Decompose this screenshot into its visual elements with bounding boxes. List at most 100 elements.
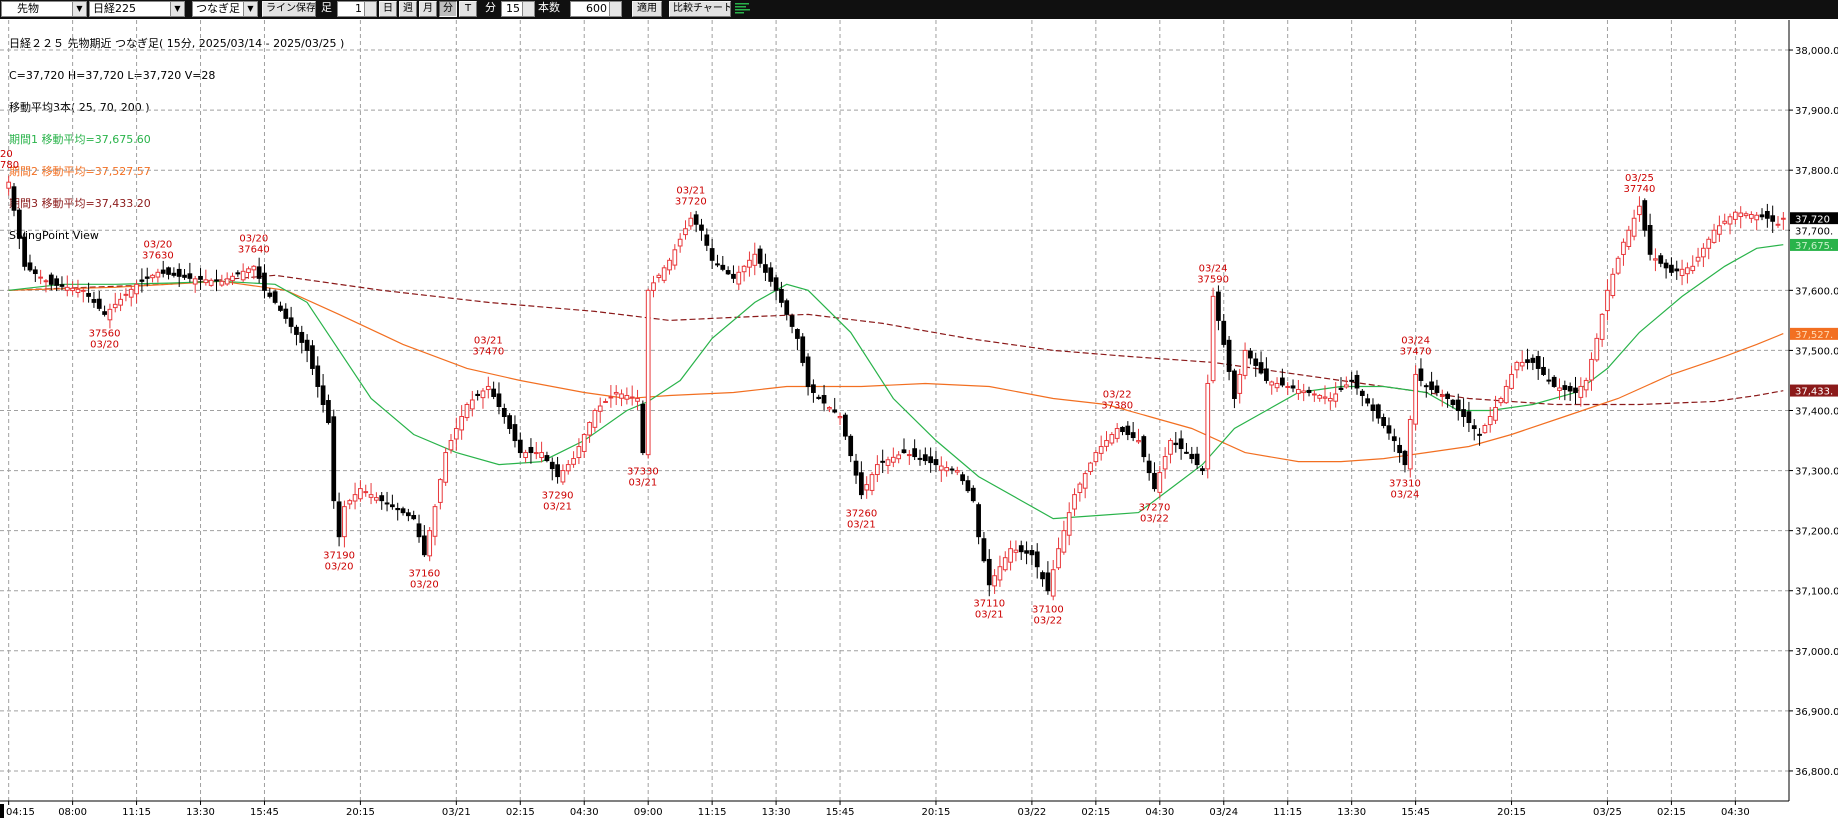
candle-body (752, 253, 758, 266)
candle-body (874, 464, 880, 476)
candle-body (1125, 425, 1131, 436)
candle-body (1407, 419, 1413, 470)
chevron-down-icon: ▼ (243, 2, 257, 16)
swing-point-label-high: 37470 (472, 346, 504, 357)
candle-body (1621, 241, 1626, 255)
price-tag-bg (1790, 212, 1838, 225)
period-input[interactable]: 1 (337, 1, 377, 17)
candle-body (1471, 425, 1477, 430)
candle-body (1056, 548, 1061, 569)
candle-body (1306, 389, 1312, 393)
tick-button[interactable]: T (459, 1, 477, 17)
candle-body (1397, 444, 1402, 454)
candle-body (576, 446, 582, 459)
week-button[interactable]: 週 (399, 1, 417, 17)
candle-body (459, 416, 465, 431)
candle-body (779, 288, 784, 303)
candle-body (1637, 205, 1642, 216)
x-tick-label: 02:15 (1657, 807, 1686, 818)
candle-body (1647, 225, 1653, 255)
candle-body (1503, 385, 1509, 404)
x-tick-label: 15:45 (250, 807, 279, 818)
candle-body (1237, 373, 1243, 394)
candle-body (656, 274, 662, 279)
minute-input[interactable]: 15 (501, 1, 535, 17)
minute-button[interactable]: 分 (439, 1, 457, 17)
candle-body (736, 271, 742, 285)
swing-point-label-low: 03/21 (543, 502, 572, 513)
candle-body (784, 300, 790, 315)
bars-input[interactable]: 600 (570, 1, 622, 17)
candle-body (1002, 557, 1008, 571)
candle-body (379, 495, 385, 502)
day-button[interactable]: 日 (379, 1, 397, 17)
candle-body (437, 479, 443, 503)
x-tick-label: 11:15 (698, 807, 727, 818)
candle-body (1216, 291, 1221, 321)
x-tick-label: 04:30 (1721, 807, 1750, 818)
x-tick-label: 08:00 (58, 807, 87, 818)
candle-body (1136, 440, 1141, 443)
candle-body (965, 480, 971, 492)
candle-body (1573, 387, 1578, 393)
candle-body (1498, 397, 1504, 404)
candle-body (416, 523, 422, 538)
compare-chart-button[interactable]: 比較チャート (669, 1, 731, 17)
x-tick-label: 11:15 (1273, 807, 1302, 818)
swing-point-label-high: 37470 (1400, 346, 1432, 357)
swing-point-label-low: 03/22 (1140, 514, 1169, 525)
candle-body (48, 274, 54, 285)
candle-body (827, 406, 832, 410)
candle-body (1274, 382, 1280, 389)
candle-body (1535, 356, 1541, 369)
x-tick-label: 02:15 (506, 807, 535, 818)
save-line-button[interactable]: ライン保存 (262, 1, 316, 17)
candle-body (198, 275, 203, 280)
candle-body (725, 270, 731, 275)
y-tick-label: 37,200.0 (1795, 527, 1838, 538)
period-input-value: 1 (355, 2, 362, 15)
swing-point-label-high: 03/20 (239, 233, 268, 244)
candle-body (741, 265, 747, 273)
candle-body (1189, 453, 1195, 460)
candle-body (560, 470, 566, 483)
candle-body (731, 273, 736, 279)
candle-body (384, 502, 390, 505)
candle-body (709, 248, 715, 261)
apply-button[interactable]: 適用 (632, 1, 662, 17)
swing-point-label-low: 03/21 (628, 478, 657, 489)
candle-body (917, 457, 923, 460)
candle-body (1253, 358, 1259, 366)
chart-type-select[interactable]: つなぎ足 ▼ (192, 1, 258, 17)
candle-body (123, 293, 129, 296)
month-button[interactable]: 月 (419, 1, 437, 17)
candle-body (1370, 404, 1376, 411)
candle-body (262, 272, 267, 291)
candle-body (75, 288, 81, 294)
swing-point-label-low: 37270 (1139, 503, 1171, 514)
symbol-select[interactable]: 日経225 ▼ (89, 1, 185, 17)
candle-body (677, 238, 683, 247)
candle-body (885, 459, 891, 466)
candle-body (480, 390, 486, 399)
y-tick-label: 36,900.0 (1795, 707, 1838, 718)
y-tick-label: 36,800.0 (1795, 767, 1838, 778)
candle-body (517, 439, 523, 454)
candle-body (160, 269, 166, 274)
candle-body (1717, 225, 1722, 235)
x-tick-label: 03/22 (1017, 807, 1046, 818)
candle-body (485, 385, 491, 391)
candle-body (278, 305, 283, 311)
market-select[interactable]: 先物 ▼ (1, 1, 87, 17)
y-tick-label: 37,400.0 (1795, 407, 1838, 418)
swing-point-label-high: 37640 (238, 244, 270, 255)
candle-body (224, 278, 230, 285)
candle-body (1466, 411, 1472, 424)
candle-body (1546, 379, 1552, 382)
candle-body (1461, 409, 1466, 418)
candle-body (1583, 379, 1589, 391)
equalizer-icon[interactable] (734, 1, 752, 17)
candle-body (1685, 267, 1690, 275)
candle-body (43, 280, 49, 283)
